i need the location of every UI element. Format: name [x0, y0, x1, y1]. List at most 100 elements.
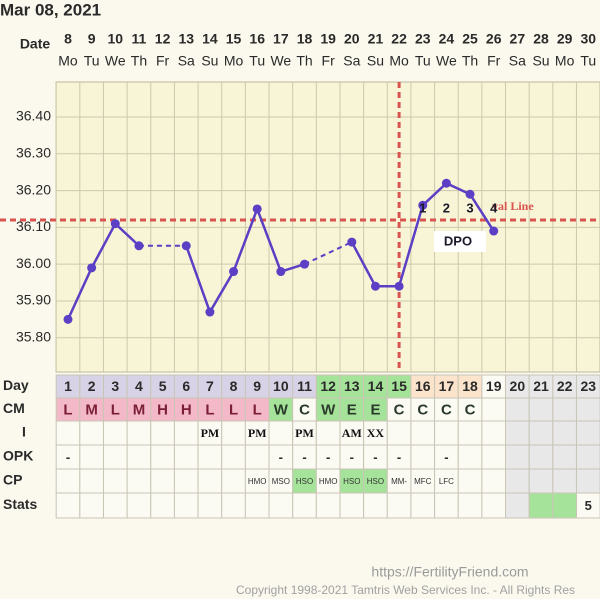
copyright: Copyright 1998-2021 Tamtris Web Services…: [236, 583, 575, 597]
table-cell-text: AM: [342, 426, 362, 440]
table-cell-text: M: [85, 401, 98, 418]
weekday: Mo: [555, 53, 575, 69]
table-cell: [386, 492, 412, 519]
table-cell: [79, 444, 104, 470]
table-cell-text: L: [229, 401, 238, 418]
table-cell-text: 5: [159, 378, 167, 394]
table-cell: [268, 420, 294, 446]
date-number: 19: [320, 31, 336, 47]
temperature-line: [66, 221, 140, 320]
weekday: Mo: [224, 53, 244, 69]
table-cell-text: C: [417, 401, 428, 418]
row-label: I: [22, 424, 26, 440]
weekday: Th: [296, 53, 312, 69]
table-cell-text: 20: [510, 378, 526, 394]
table-cell-text: 4: [135, 378, 143, 394]
table-cell: [221, 444, 246, 470]
table-cell-text: HMO: [248, 477, 267, 486]
y-tick-label: 36.20: [16, 181, 51, 197]
table-cell: [505, 468, 530, 494]
table-cell: [575, 444, 600, 470]
table-cell: [221, 420, 246, 446]
weekday: We: [270, 53, 291, 69]
table-cell: [528, 420, 554, 446]
y-tick-label: 36.40: [16, 108, 51, 124]
chart-date-title: Mar 08, 2021: [0, 0, 101, 19]
table-cell-text: PM: [201, 426, 220, 440]
y-tick-label: 36.10: [16, 218, 51, 234]
table-cell: [126, 420, 152, 446]
table-cell-text: -: [66, 449, 70, 464]
table-cell-text: E: [347, 401, 357, 418]
table-cell: [457, 420, 483, 446]
table-cell-text: 5: [585, 498, 592, 513]
table-cell: [505, 444, 530, 470]
table-cell-text: MM-: [391, 477, 407, 486]
table-cell: [221, 468, 246, 494]
table-cell-text: H: [157, 401, 168, 418]
table-cell: [126, 492, 152, 519]
temperature-point: [370, 281, 380, 291]
table-cell: [55, 492, 81, 519]
table-cell: [528, 444, 554, 470]
table-cell-text: XX: [367, 426, 385, 440]
temperature-point: [205, 307, 215, 317]
date-number: 9: [88, 31, 96, 47]
dpo-label: DPO: [444, 233, 472, 248]
table-cell: [481, 397, 507, 422]
row-label: Stats: [3, 496, 37, 512]
date-number: 21: [368, 31, 384, 47]
weekday: Tu: [249, 53, 265, 69]
table-cell: [173, 492, 199, 519]
table-cell: [197, 468, 223, 494]
table-cell-text: 6: [182, 378, 190, 394]
table-cell: [528, 397, 554, 422]
table-cell: [197, 444, 223, 470]
table-cell-text: M: [133, 401, 146, 418]
table-cell: [505, 420, 530, 446]
table-cell: [552, 444, 577, 470]
table-cell: [575, 397, 600, 422]
table-cell: [457, 468, 483, 494]
table-cell-text: -: [302, 449, 306, 464]
date-number: 13: [178, 31, 194, 47]
table-cell-text: HSO: [367, 477, 384, 486]
temperature-point: [441, 178, 451, 188]
table-cell: [126, 444, 152, 470]
table-cell: [79, 468, 104, 494]
weekday: Mo: [58, 53, 78, 69]
dpo-day: 3: [466, 200, 473, 215]
weekday: Su: [367, 53, 384, 69]
table-cell: [505, 397, 530, 422]
table-cell-text: MSO: [272, 477, 290, 486]
table-cell: [386, 420, 412, 446]
weekday: Th: [131, 53, 147, 69]
weekday: Sa: [509, 53, 526, 69]
table-cell-text: 3: [111, 378, 119, 394]
table-cell: [173, 468, 199, 494]
temperature-point: [229, 267, 239, 277]
table-cell-text: 16: [415, 378, 431, 394]
table-cell: [268, 492, 294, 519]
date-label: Date: [20, 36, 51, 52]
temperature-point: [252, 204, 262, 214]
weekday: We: [105, 53, 126, 69]
table-cell-text: 13: [344, 378, 360, 394]
table-cell: [410, 420, 436, 446]
table-cell: [575, 420, 600, 446]
table-cell-text: W: [321, 401, 336, 418]
table-cell: [434, 420, 459, 446]
row-label: Day: [3, 377, 29, 393]
table-cell: [552, 420, 577, 446]
table-cell-text: 22: [557, 378, 573, 394]
table-cell: [481, 492, 507, 519]
table-cell: [505, 492, 530, 519]
table-cell-text: L: [63, 401, 72, 418]
table-cell-text: 11: [297, 378, 312, 394]
table-cell: [315, 492, 341, 519]
temperature-point: [394, 281, 404, 291]
weekday: Mo: [389, 53, 409, 69]
table-cell: [292, 492, 317, 519]
table-cell-text: -: [350, 449, 354, 464]
table-cell-text: L: [111, 401, 120, 418]
